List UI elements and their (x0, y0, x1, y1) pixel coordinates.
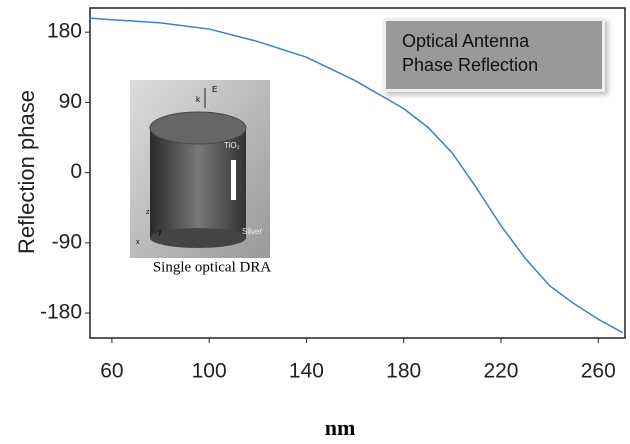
data-line (89, 17, 623, 334)
inset-label: x (136, 239, 140, 246)
x-tick-label: 100 (192, 360, 227, 383)
legend-entry: Optical Antenna Phase Reflection (402, 31, 539, 75)
y-tick-label: 180 (47, 20, 82, 43)
inset-label: k (196, 95, 201, 104)
y-tick-label: 0 (70, 160, 82, 183)
x-axis-label: nm (325, 415, 356, 440)
inset-caption: Single optical DRA (153, 259, 271, 275)
inset-label: E (212, 85, 217, 94)
x-tick-label: 60 (100, 360, 123, 383)
x-tick-label: 140 (289, 360, 324, 383)
inset-label: y (158, 229, 162, 236)
inset-label: z (146, 209, 150, 216)
x-tick-label: 180 (386, 360, 421, 383)
x-tick-label: 260 (581, 360, 616, 383)
y-tick-label: -90 (52, 230, 82, 253)
inset-label: TiO₂ (224, 141, 240, 150)
x-tick-label: 220 (483, 360, 518, 383)
legend: Optical Antenna Phase Reflection (383, 18, 605, 92)
inset-label: Silver (242, 227, 262, 236)
y-tick-label: 90 (59, 90, 82, 113)
y-tick-label: -180 (40, 301, 82, 324)
y-axis-label: Reflection phase (14, 90, 39, 254)
inset-figure (130, 80, 270, 258)
